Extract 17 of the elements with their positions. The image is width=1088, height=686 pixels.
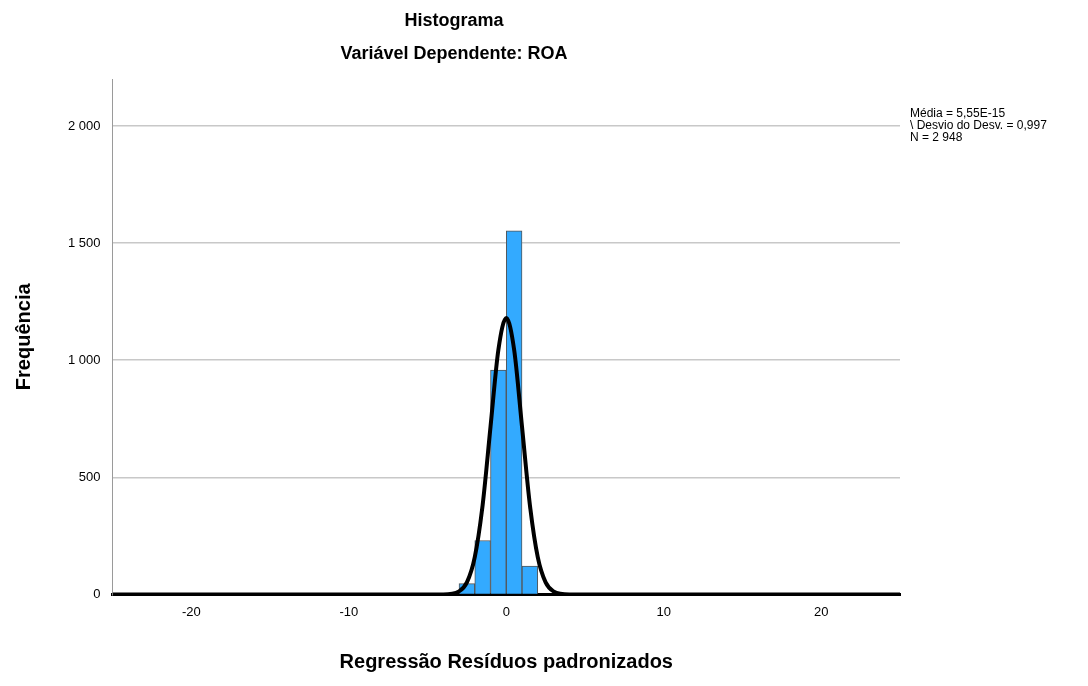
- x-tick-label: 0: [502, 603, 510, 619]
- text: N = 2 948: [910, 129, 963, 144]
- text: \ Desvio do Desv. = 0,997: [910, 117, 1048, 132]
- x-tick-label: 20: [814, 603, 829, 619]
- chart-subtitle: Variável Dependente: ROA: [340, 43, 568, 64]
- y-tick-label: 2 000: [67, 117, 101, 133]
- y-tick-label: 500: [78, 468, 101, 484]
- x-tick-label: -10: [339, 603, 359, 619]
- chart-title: Histograma: [404, 9, 505, 30]
- x-axis-title: Regressão Resíduos padronizados: [339, 649, 673, 672]
- y-axis-title: Frequência: [11, 282, 34, 391]
- y-tick-label: 0: [93, 585, 101, 601]
- y-tick-label: 1 000: [67, 351, 101, 367]
- text: Média = 5,55E-15: [910, 105, 1006, 120]
- x-tick-label: -20: [181, 603, 201, 619]
- y-tick-label: 1 500: [67, 234, 101, 250]
- x-tick-label: 10: [656, 603, 671, 619]
